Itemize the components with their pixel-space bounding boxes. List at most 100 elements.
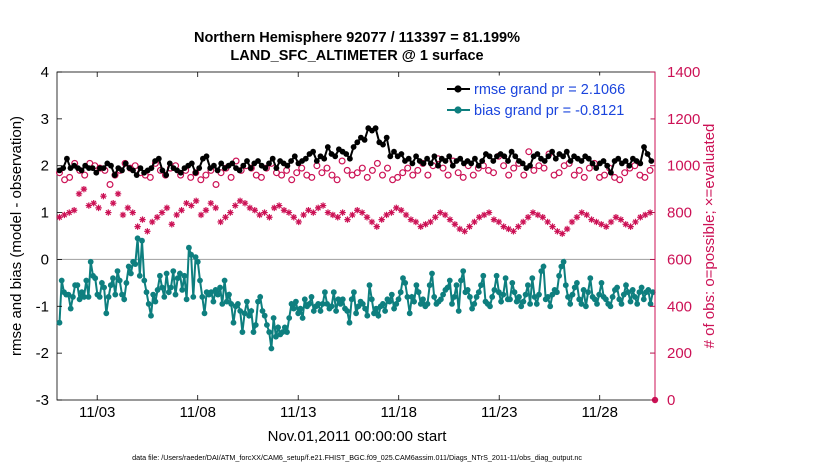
bias-point: [583, 303, 589, 310]
rmse-point: [644, 151, 651, 157]
bias-point: [275, 324, 281, 331]
bias-point: [141, 277, 148, 284]
y-left-tick-label: 2: [41, 158, 49, 175]
bias-series: [56, 235, 656, 352]
bias-point: [219, 301, 226, 307]
bias-point: [119, 291, 125, 298]
rmse-point: [589, 160, 596, 167]
rmse-point: [435, 162, 441, 169]
y-left-axis-label: rmse and bias (model - observation): [8, 116, 25, 356]
possible-obs-point: [333, 176, 341, 184]
possible-obs-point: [146, 173, 154, 181]
evaluated-obs-point: [134, 223, 141, 230]
evaluated-obs-point: [490, 216, 498, 223]
rmse-point: [475, 162, 482, 169]
bias-point: [123, 280, 130, 286]
evaluated-obs-point: [344, 216, 351, 223]
bias-point: [585, 289, 591, 296]
bias-point: [404, 294, 411, 300]
rmse-point: [608, 169, 614, 176]
rmse-point: [310, 148, 316, 155]
possible-obs-point: [308, 173, 316, 181]
bias-point: [268, 345, 275, 352]
bias-point: [257, 294, 264, 300]
evaluated-obs-point: [500, 223, 507, 230]
possible-obs-point: [197, 176, 205, 184]
y-right-tick-label: 1400: [667, 64, 700, 81]
bias-point: [522, 291, 529, 298]
rmse-point: [188, 160, 195, 167]
bias-point: [348, 296, 355, 303]
bias-point: [362, 305, 368, 312]
rmse-point: [545, 153, 552, 160]
bias-point: [143, 289, 150, 296]
possible-obs-point: [490, 169, 498, 177]
bias-point: [587, 275, 594, 282]
evaluated-obs-point: [632, 218, 639, 226]
rmse-point: [347, 155, 353, 162]
evaluated-obs-point: [539, 214, 546, 221]
possible-obs-point: [641, 173, 649, 181]
rmse-point: [468, 160, 475, 167]
evaluated-obs-point: [602, 223, 610, 230]
bias-point: [190, 294, 197, 300]
rmse-point: [137, 165, 144, 172]
rmse-point: [457, 155, 464, 162]
evaluated-obs-point: [422, 221, 429, 228]
possible-obs-point: [414, 166, 422, 174]
rmse-point: [501, 153, 508, 160]
possible-obs-point: [616, 176, 624, 184]
evaluated-obs-point: [393, 204, 400, 212]
bias-point: [498, 298, 504, 305]
bias-point: [181, 272, 188, 279]
plot-frame: [56, 71, 656, 401]
evaluated-obs-point: [173, 211, 180, 219]
possible-obs-point: [444, 171, 452, 179]
rmse-point: [391, 148, 397, 155]
y-right-tick-label: 800: [667, 205, 692, 222]
rmse-point: [203, 153, 210, 160]
chart-title-line1: Northern Hemisphere 92077 / 113397 = 81.…: [194, 30, 520, 46]
x-tick-label: 11/03: [79, 404, 115, 421]
bias-point: [393, 301, 400, 307]
bias-point: [157, 272, 163, 279]
bias-point: [154, 287, 161, 293]
bias-point: [614, 284, 620, 291]
bias-point: [306, 301, 313, 307]
bias-point: [549, 291, 556, 298]
bias-point: [562, 282, 569, 289]
evaluated-obs-point: [266, 214, 273, 221]
bias-point: [451, 294, 458, 300]
bias-point: [478, 282, 484, 289]
possible-obs-point: [439, 164, 447, 172]
bias-point: [402, 280, 409, 286]
evaluated-obs-point: [227, 209, 234, 216]
y-right-tick-label: 200: [667, 345, 692, 362]
bias-point: [310, 308, 317, 314]
evaluated-obs-series: [56, 185, 654, 237]
possible-obs-point: [323, 164, 331, 172]
rmse-point: [578, 158, 585, 164]
evaluated-obs-point: [617, 216, 625, 223]
possible-obs-point: [621, 169, 629, 177]
bias-point: [413, 282, 420, 289]
evaluated-obs-point: [168, 221, 175, 228]
evaluated-obs-point: [139, 216, 146, 223]
evaluated-obs-point: [261, 209, 268, 216]
bias-point: [241, 310, 248, 317]
bias-point: [105, 294, 112, 300]
bias-point: [500, 291, 507, 298]
bias-point: [368, 296, 375, 303]
bias-point: [603, 296, 609, 303]
bias-point: [168, 284, 174, 291]
possible-obs-point: [424, 171, 432, 179]
rmse-point: [519, 160, 526, 167]
bias-point: [529, 275, 536, 282]
x-axis: 11/03 11/08 11/13 11/18 11/23 11/28: [79, 72, 618, 421]
bias-point: [99, 280, 105, 286]
rmse-point: [273, 165, 280, 172]
y-right-tick-label: 1200: [667, 111, 700, 128]
bias-point: [237, 308, 244, 314]
evaluated-obs-point: [163, 204, 171, 212]
evaluated-obs-point: [236, 197, 244, 205]
